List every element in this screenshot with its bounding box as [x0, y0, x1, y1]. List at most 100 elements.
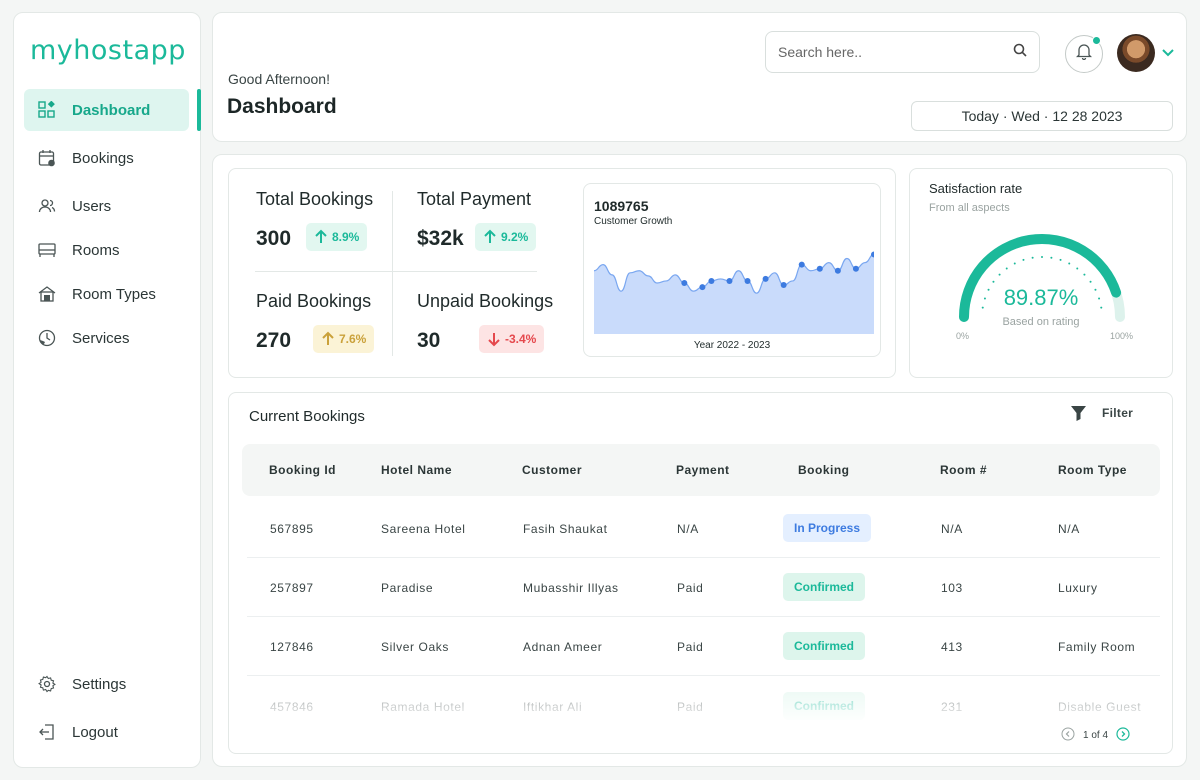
chart-data-point[interactable]: [780, 282, 787, 289]
sidebar-item-users[interactable]: Users: [24, 185, 189, 227]
table-header: Booking Id Hotel Name Customer Payment B…: [242, 444, 1160, 496]
search-box[interactable]: [765, 31, 1040, 73]
change-value: 7.6%: [339, 332, 367, 346]
stat-label: Total Payment: [417, 189, 532, 209]
filter-icon: [1071, 406, 1086, 421]
cell-room-type: N/A: [1058, 522, 1080, 536]
cell-hotel: Silver Oaks: [381, 640, 449, 654]
chart-series-line: [594, 253, 874, 294]
table-row[interactable]: 127846 Silver Oaks Adnan Ameer Paid Conf…: [247, 617, 1160, 676]
sidebar-item-services[interactable]: Services: [24, 317, 189, 359]
cell-customer: Iftikhar Ali: [523, 700, 583, 714]
chart-data-point[interactable]: [681, 280, 688, 286]
notification-button[interactable]: [1065, 35, 1103, 73]
chart-data-point[interactable]: [816, 265, 823, 272]
chart-data-point[interactable]: [871, 251, 874, 258]
column-header[interactable]: Room #: [940, 463, 988, 477]
sidebar-item-bookings[interactable]: Bookings: [24, 137, 189, 179]
chart-data-point[interactable]: [834, 267, 841, 274]
stat-value: $32k: [417, 227, 464, 250]
bell-icon: [1075, 43, 1093, 65]
sidebar-item-label: Bookings: [72, 149, 134, 167]
column-header[interactable]: Payment: [676, 463, 730, 477]
table-row[interactable]: 257897 Paradise Mubasshir Illyas Paid Co…: [247, 558, 1160, 617]
chevron-right-icon[interactable]: [1116, 727, 1130, 744]
search-icon[interactable]: [1013, 43, 1027, 62]
cell-booking-id: 127846: [270, 640, 314, 654]
stat-label: Unpaid Bookings: [417, 291, 554, 311]
change-badge: -3.4%: [479, 325, 545, 353]
chart-data-point[interactable]: [744, 277, 751, 284]
section-title: Current Bookings: [249, 408, 365, 425]
gauge-tick: [987, 288, 990, 291]
arrow-up-icon: [315, 229, 327, 243]
gauge-tick: [1094, 288, 1097, 291]
calendar-check-icon: [38, 149, 56, 167]
status-badge: Confirmed: [783, 632, 865, 660]
chart-data-point[interactable]: [699, 284, 706, 291]
chevron-down-icon[interactable]: [1161, 45, 1175, 63]
gauge-tick: [1005, 267, 1008, 270]
gauge-tick: [1100, 306, 1103, 309]
cell-customer: Mubasshir Illyas: [523, 581, 619, 595]
chart-data-point[interactable]: [726, 277, 733, 284]
sidebar-item-rooms[interactable]: Rooms: [24, 229, 189, 271]
growth-area-chart: [594, 251, 874, 334]
search-input[interactable]: [778, 44, 1013, 60]
table-row[interactable]: 457846 Ramada Hotel Iftikhar Ali Paid Co…: [247, 677, 1160, 736]
page-indicator: 1 of 4: [1083, 730, 1109, 741]
chart-data-point[interactable]: [798, 261, 805, 268]
bed-icon: [38, 241, 56, 259]
gauge-tick: [1031, 256, 1034, 259]
cell-room-type: Disable Guest: [1058, 700, 1142, 714]
logout-icon: [38, 723, 56, 741]
column-header[interactable]: Customer: [522, 463, 583, 477]
filter-button[interactable]: Filter: [1071, 405, 1133, 421]
gauge-tick: [1013, 262, 1016, 265]
cell-room: 413: [941, 640, 963, 654]
column-header[interactable]: Hotel Name: [381, 463, 453, 477]
chart-data-point[interactable]: [762, 275, 769, 282]
stats-card: Total Bookings 300 8.9% Total Payment $3…: [228, 168, 896, 378]
chart-area-fill: [594, 254, 874, 334]
main-content: Total Bookings 300 8.9% Total Payment $3…: [212, 154, 1187, 767]
gauge-tick: [1022, 258, 1025, 261]
cell-customer: Adnan Ameer: [523, 640, 603, 654]
cell-booking-id: 257897: [270, 581, 314, 595]
satisfaction-title: Satisfaction rate: [929, 181, 1023, 196]
sidebar-item-room-types[interactable]: Room Types: [24, 273, 189, 315]
sidebar-item-label: Logout: [72, 723, 118, 741]
column-header[interactable]: Booking Id: [269, 463, 336, 477]
chart-data-point[interactable]: [708, 277, 715, 284]
sidebar: myhostapp Dashboard Bookings Users: [13, 12, 201, 768]
status-badge: Confirmed: [783, 573, 865, 601]
chevron-left-icon[interactable]: [1061, 727, 1075, 744]
sidebar-item-settings[interactable]: Settings: [24, 663, 189, 705]
sidebar-item-label: Room Types: [72, 285, 156, 303]
sidebar-item-logout[interactable]: Logout: [24, 711, 189, 753]
pagination: 1 of 4: [1061, 727, 1130, 744]
gauge-tick: [1068, 262, 1071, 265]
stat-total-payment: Total Payment $32k 9.2%: [417, 189, 537, 251]
app-logo[interactable]: myhostapp: [30, 35, 186, 66]
sidebar-item-label: Users: [72, 197, 112, 215]
date-display[interactable]: Today · Wed · 12 28 2023: [911, 101, 1173, 131]
sidebar-nav: Dashboard Bookings Users Rooms: [24, 89, 200, 359]
user-avatar[interactable]: [1117, 34, 1155, 72]
gauge-min-label: 0%: [956, 331, 970, 341]
column-header[interactable]: Room Type: [1058, 463, 1127, 477]
arrow-down-icon: [488, 333, 500, 347]
table-row[interactable]: 567895 Sareena Hotel Fasih Shaukat N/A I…: [247, 499, 1160, 558]
divider: [392, 191, 393, 356]
chart-title: Customer Growth: [594, 216, 673, 227]
stat-value: 300: [256, 227, 292, 250]
stat-paid-bookings: Paid Bookings 270 7.6%: [256, 291, 375, 353]
chart-data-point[interactable]: [852, 265, 859, 272]
column-header[interactable]: Booking: [798, 463, 850, 477]
sidebar-item-dashboard[interactable]: Dashboard: [24, 89, 189, 131]
change-badge: 9.2%: [475, 223, 537, 251]
cell-customer: Fasih Shaukat: [523, 522, 608, 536]
satisfaction-sublabel: Based on rating: [1002, 316, 1080, 328]
cell-hotel: Paradise: [381, 581, 434, 595]
cell-payment: Paid: [677, 700, 704, 714]
